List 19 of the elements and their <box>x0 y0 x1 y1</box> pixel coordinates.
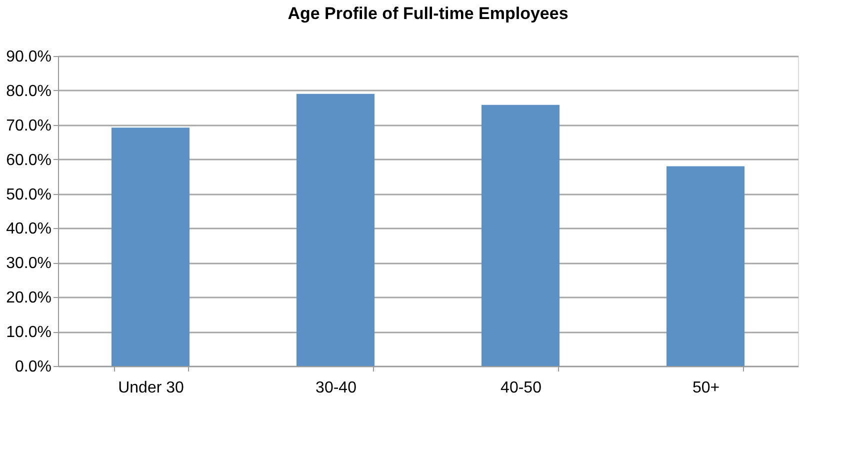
y-tick-label: 50.0% <box>6 186 52 204</box>
chart-title: Age Profile of Full-time Employees <box>288 4 568 23</box>
x-tick-label: Under 30 <box>118 380 184 396</box>
x-tick-label: 30-40 <box>316 380 357 396</box>
y-tick-label: 90.0% <box>6 48 52 66</box>
y-tick-label: 0.0% <box>15 358 52 376</box>
y-tick-label: 70.0% <box>6 117 52 134</box>
y-tick-label: 20.0% <box>6 290 52 307</box>
x-tick-label: 40-50 <box>500 380 542 396</box>
x-tick-label: 50+ <box>692 380 720 396</box>
y-tick-label: 80.0% <box>6 82 52 100</box>
y-tick-label: 40.0% <box>6 220 52 238</box>
y-tick-label: 10.0% <box>6 324 52 342</box>
y-tick-label: 60.0% <box>6 152 52 169</box>
bar <box>296 94 374 366</box>
y-tick-label: 30.0% <box>6 255 52 272</box>
bar <box>112 128 190 366</box>
bar <box>666 166 744 366</box>
bar <box>482 104 560 366</box>
